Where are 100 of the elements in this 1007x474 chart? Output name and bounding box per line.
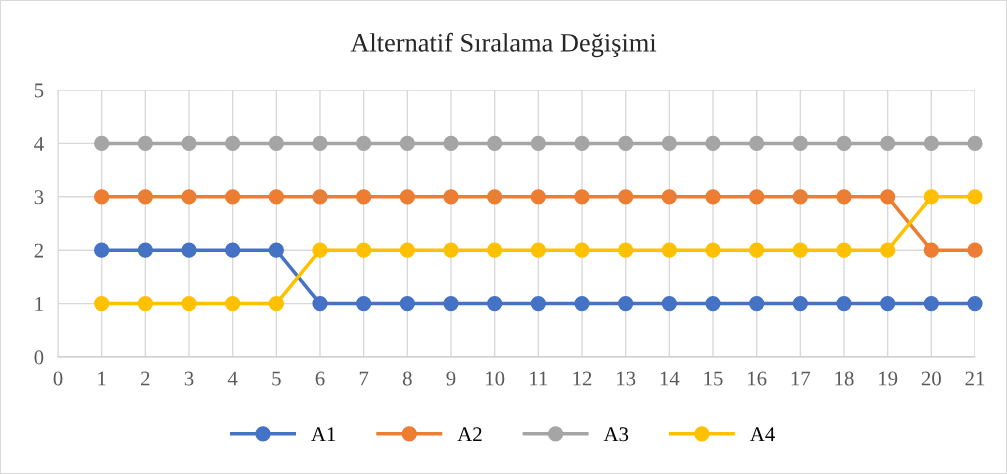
point: [356, 189, 372, 205]
y-tick-label: 1: [35, 297, 43, 311]
point: [530, 135, 546, 152]
point: [618, 242, 634, 258]
point: [137, 242, 153, 258]
point: [487, 242, 503, 258]
point: [749, 242, 765, 258]
point: [312, 295, 328, 312]
point: [137, 189, 153, 205]
point: [705, 295, 721, 312]
point: [530, 189, 546, 205]
point: [94, 242, 110, 258]
y-tick-label: 3: [34, 190, 44, 205]
point: [880, 242, 896, 258]
point: [530, 242, 546, 258]
x-tick-label: 9: [446, 371, 456, 386]
point: [268, 135, 284, 152]
point: [574, 295, 590, 312]
legend-label: A4: [750, 427, 775, 442]
point: [443, 189, 459, 205]
y-tick-label: 2: [34, 243, 43, 258]
point: [181, 242, 197, 258]
point: [967, 189, 983, 205]
x-tick-label: 17: [791, 371, 811, 386]
point: [923, 189, 939, 205]
x-tick-label: 5: [272, 371, 281, 386]
point: [661, 135, 677, 152]
x-tick-label: 15: [704, 371, 723, 386]
point: [312, 189, 328, 205]
point: [836, 189, 852, 205]
point: [487, 135, 503, 152]
point: [574, 242, 590, 258]
point: [749, 135, 765, 152]
point: [94, 295, 110, 312]
legend-label: A1: [311, 427, 336, 442]
x-tick-label: 2: [141, 371, 150, 386]
x-tick-label: 8: [402, 371, 412, 386]
x-tick-label: 12: [573, 371, 592, 386]
point: [225, 242, 241, 258]
point: [749, 189, 765, 205]
point: [225, 295, 241, 312]
x-tick-label: 21: [965, 371, 985, 386]
point: [94, 189, 110, 205]
point: [312, 242, 328, 258]
point: [181, 189, 197, 205]
point: [356, 242, 372, 258]
x-tick-label: 4: [227, 371, 238, 386]
point: [443, 295, 459, 312]
point: [923, 295, 939, 312]
x-tick-label: 14: [660, 371, 680, 386]
y-tick-label: 4: [34, 136, 44, 151]
point: [225, 135, 241, 152]
legend-label: A2: [457, 427, 482, 442]
point: [661, 242, 677, 258]
legend-label: A3: [603, 427, 629, 442]
point: [268, 242, 284, 258]
x-tick-label: 6: [315, 371, 325, 386]
point: [705, 189, 721, 205]
y-tick-label: 5: [34, 83, 44, 98]
point: [618, 295, 634, 312]
point: [792, 189, 808, 205]
point: [94, 135, 110, 152]
x-tick-label: 16: [748, 371, 767, 386]
point: [356, 135, 372, 152]
point: [225, 189, 241, 205]
point: [268, 189, 284, 205]
point: [836, 295, 852, 312]
point: [836, 242, 852, 258]
point: [661, 295, 677, 312]
point: [443, 242, 459, 258]
point: [574, 189, 590, 205]
chart-title: Alternatif Sıralama Değişimi: [350, 32, 657, 58]
y-tick-label: 0: [34, 350, 44, 365]
point: [705, 135, 721, 152]
point: [399, 135, 415, 152]
x-tick-label: 10: [486, 371, 505, 386]
point: [792, 295, 808, 312]
point: [137, 295, 153, 312]
point: [967, 242, 983, 258]
point: [530, 295, 546, 312]
point: [312, 135, 328, 152]
x-tick-label: 3: [184, 371, 194, 386]
point: [181, 295, 197, 312]
point: [661, 189, 677, 205]
point: [487, 295, 503, 312]
point: [749, 295, 765, 312]
point: [137, 135, 153, 152]
point: [880, 135, 896, 152]
point: [792, 242, 808, 258]
point: [399, 242, 415, 258]
point: [399, 295, 415, 312]
point: [356, 295, 372, 312]
point: [705, 242, 721, 258]
x-tick-label: 13: [617, 371, 636, 386]
point: [268, 295, 284, 312]
x-tick-label: 18: [835, 371, 854, 386]
x-tick-label: 20: [921, 371, 941, 386]
point: [618, 189, 634, 205]
point: [574, 135, 590, 152]
point: [967, 295, 983, 312]
